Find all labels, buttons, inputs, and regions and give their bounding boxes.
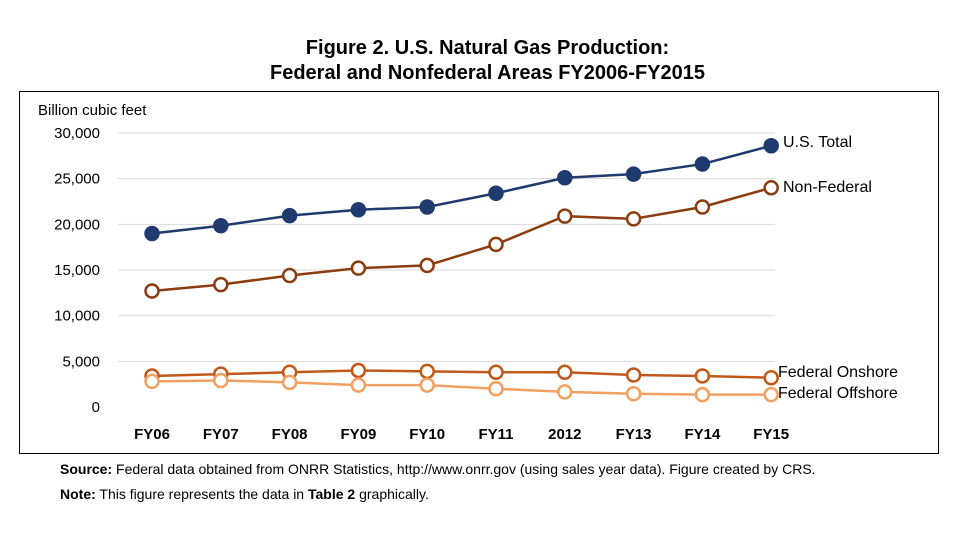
series-line-1 <box>151 186 772 293</box>
series-line-2 <box>151 369 772 380</box>
y-tick-label: 30,000 <box>54 125 100 142</box>
data-point <box>488 380 504 397</box>
data-point <box>763 180 779 196</box>
data-point <box>694 199 711 215</box>
x-tick-label: FY09 <box>340 426 376 443</box>
series-line-3 <box>151 379 772 396</box>
data-point <box>419 377 435 393</box>
data-point <box>694 368 711 384</box>
data-point <box>557 364 573 381</box>
figure-note: Note: This figure represents the data in… <box>60 485 950 504</box>
x-tick-label: FY08 <box>272 426 308 443</box>
source-text: Federal data obtained from ONRR Statisti… <box>116 461 816 477</box>
y-axis-label: Billion cubic feet <box>38 102 147 119</box>
x-tick-label: FY11 <box>478 426 513 443</box>
data-point <box>213 372 229 389</box>
data-point <box>213 276 229 293</box>
data-point <box>419 363 435 380</box>
series-label: Non-Federal <box>783 179 872 196</box>
data-point <box>144 283 160 299</box>
data-point <box>350 362 367 379</box>
y-tick-label: 0 <box>92 399 100 416</box>
data-point <box>763 370 779 386</box>
data-point <box>350 201 367 218</box>
source-label: Source: <box>60 461 113 477</box>
data-point <box>763 138 779 154</box>
data-point <box>419 199 435 215</box>
data-point <box>625 166 642 182</box>
data-point <box>281 374 298 391</box>
figure-notes: Source: Federal data obtained from ONRR … <box>60 460 950 510</box>
series-line-0 <box>151 144 772 235</box>
data-point <box>625 367 642 383</box>
data-point <box>557 384 573 400</box>
x-tick-label: FY07 <box>203 426 239 443</box>
data-point <box>488 364 504 381</box>
note-label: Note: <box>60 486 96 502</box>
x-tick-label: FY15 <box>753 426 789 443</box>
x-tick-label: 2012 <box>548 426 581 443</box>
chart-title: Figure 2. U.S. Natural Gas Production: F… <box>0 36 975 86</box>
note-text-after: graphically. <box>359 486 429 502</box>
chart-frame <box>19 91 939 454</box>
x-tick-label: FY13 <box>616 426 652 443</box>
chart-title-line-2: Federal and Nonfederal Areas FY2006-FY20… <box>270 62 705 84</box>
chart-title-line-1: Figure 2. U.S. Natural Gas Production: <box>305 37 670 59</box>
y-tick-label: 5,000 <box>62 353 100 370</box>
y-tick-label: 10,000 <box>54 308 100 325</box>
series-label: Federal Offshore <box>778 385 898 402</box>
data-point <box>213 217 229 234</box>
data-point <box>350 260 367 276</box>
data-point <box>281 207 298 224</box>
data-point <box>419 257 435 274</box>
y-tick-label: 25,000 <box>54 171 100 188</box>
data-point <box>625 386 642 402</box>
x-tick-label: FY10 <box>409 426 445 443</box>
note-table-ref: Table 2 <box>307 486 356 502</box>
data-point <box>694 156 711 172</box>
data-point <box>488 236 504 253</box>
data-point <box>281 267 298 284</box>
data-point <box>557 208 573 224</box>
x-tick-label: FY06 <box>134 426 170 443</box>
series-label: Federal Onshore <box>778 364 898 381</box>
source-note: Source: Federal data obtained from ONRR … <box>60 460 950 479</box>
data-point <box>625 211 642 227</box>
y-tick-label: 20,000 <box>54 216 100 233</box>
note-text-before: This figure represents the data in <box>99 486 305 502</box>
data-point <box>144 373 160 390</box>
x-tick-label: FY14 <box>684 426 721 443</box>
series-label: U.S. Total <box>783 134 852 151</box>
data-point <box>350 377 367 393</box>
data-point <box>694 386 711 403</box>
data-point <box>488 185 504 202</box>
data-point <box>557 170 573 186</box>
data-point <box>144 225 160 242</box>
y-tick-label: 15,000 <box>54 262 100 279</box>
data-point <box>763 386 779 403</box>
